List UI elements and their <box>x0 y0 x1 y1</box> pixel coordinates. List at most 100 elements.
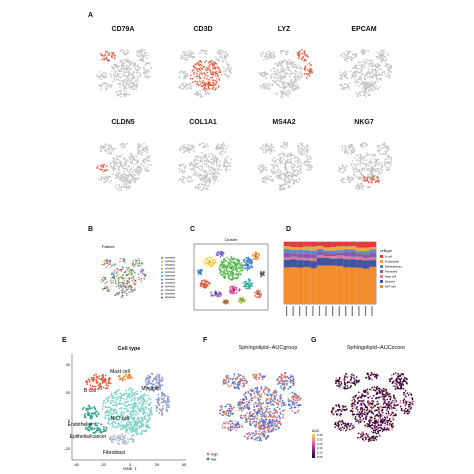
proportion-segment <box>336 246 344 251</box>
proportion-segment <box>310 254 317 259</box>
patient-plot-title: Patient <box>102 244 115 249</box>
proportion-segment <box>330 265 337 304</box>
y-tick-label: 20 <box>66 390 71 395</box>
patient-legend-text <box>165 267 175 270</box>
sample-tick-label <box>332 306 334 316</box>
celltype-annotation: Myeloid <box>141 386 158 392</box>
sample-tick-label <box>338 306 340 316</box>
proportion-segment <box>303 253 311 259</box>
patient-legend-text <box>165 289 175 291</box>
celltype-legend-label: Epithelial/cancer <box>385 265 402 269</box>
x-tick-label: -20 <box>100 462 107 467</box>
proportion-segment <box>323 256 331 258</box>
proportion-segment <box>343 251 350 257</box>
sample-tick-label <box>345 306 347 316</box>
patient-legend-swatch <box>161 257 163 259</box>
proportion-legend-title: celltype <box>380 249 392 253</box>
patient-legend-swatch <box>161 278 163 281</box>
panel-label-b: B <box>88 226 94 233</box>
celltype-legend-swatch <box>380 275 383 278</box>
proportion-segment <box>310 261 317 269</box>
proportion-segment <box>297 267 304 304</box>
proportion-segment <box>297 249 304 254</box>
proportion-segment <box>343 246 350 250</box>
sample-tick-label <box>299 306 301 316</box>
panel-label-d: D <box>286 226 292 233</box>
proportion-segment <box>290 247 298 250</box>
proportion-segment <box>356 259 363 268</box>
proportion-segment <box>284 267 291 304</box>
x-axis-label: tSNE_1 <box>123 466 138 470</box>
proportion-segment <box>284 259 291 268</box>
celltype-annotation: Endothelial <box>68 422 93 428</box>
sample-tick-label <box>358 306 360 316</box>
sample-tick-label <box>305 306 307 316</box>
celltype-legend-swatch <box>380 260 383 263</box>
proportion-segment <box>362 257 370 261</box>
proportion-segment <box>369 257 377 261</box>
marker-gene-label: COL1A1 <box>189 119 217 126</box>
celltype-legend-swatch <box>380 285 383 288</box>
aucgroup-legend-label: low <box>211 457 217 461</box>
panel-label-e: E <box>62 337 67 344</box>
proportion-segment <box>336 242 344 247</box>
cluster-label: 4 <box>203 282 205 286</box>
proportion-segment <box>336 258 344 266</box>
proportion-segment <box>303 246 311 251</box>
patient-legend-text <box>165 264 175 266</box>
patient-legend-text <box>165 260 175 262</box>
proportion-segment <box>349 267 357 304</box>
proportion-segment <box>284 242 291 247</box>
proportion-segment <box>290 259 298 268</box>
proportion-segment <box>369 249 377 253</box>
patient-legend-swatch <box>161 285 163 288</box>
proportion-segment <box>297 247 304 250</box>
cluster-label: 13 <box>224 300 228 304</box>
proportion-segment <box>290 253 298 257</box>
celltype-legend-swatch <box>380 280 383 283</box>
marker-gene-label: CD3D <box>193 26 213 33</box>
x-tick-label: 40 <box>182 462 187 467</box>
proportion-segment <box>330 242 337 248</box>
celltype-legend-swatch <box>380 265 383 268</box>
proportion-segment <box>356 256 363 260</box>
proportion-segment <box>303 266 311 304</box>
celltype-legend-label: B cell <box>385 255 392 259</box>
proportion-segment <box>297 260 304 268</box>
aucscore-legend-tick: 0.15 <box>317 446 323 450</box>
proportion-segment <box>297 242 304 248</box>
cluster-label: 14 <box>260 272 264 276</box>
sample-tick-label <box>292 306 294 316</box>
proportion-segment <box>349 252 357 257</box>
proportion-segment <box>369 252 377 258</box>
patient-legend-text <box>165 282 175 284</box>
cluster-label: 12 <box>198 270 202 274</box>
proportion-segment <box>310 268 317 304</box>
marker-feature-plot <box>177 142 232 191</box>
celltype-annotation: NKT cell <box>111 416 130 422</box>
cluster-label: 9 <box>219 252 221 256</box>
proportion-segment <box>362 247 370 252</box>
proportion-segment <box>310 250 317 255</box>
proportion-segment <box>336 250 344 253</box>
x-tick-label: 20 <box>155 462 160 467</box>
marker-feature-plot <box>96 142 152 192</box>
marker-feature-plot <box>258 48 313 98</box>
proportion-segment <box>316 242 324 247</box>
proportion-segment <box>284 246 291 250</box>
celltype-annotation: Fibroblast <box>103 450 126 456</box>
patient-legend-swatch <box>161 289 163 292</box>
aucgroup-legend-label: high <box>211 452 218 456</box>
proportion-segment <box>323 257 331 266</box>
proportion-segment <box>310 258 317 262</box>
proportion-segment <box>356 251 363 254</box>
proportion-segment <box>349 242 357 247</box>
proportion-segment <box>316 255 324 258</box>
proportion-segment <box>290 256 298 260</box>
proportion-segment <box>330 253 337 257</box>
patient-legend-text <box>165 293 175 295</box>
proportion-segment <box>336 252 344 256</box>
aucscore-colorbar <box>312 434 315 458</box>
celltype-proportion-bar: celltype B cellEndothelialEpithelial/can… <box>283 241 402 316</box>
